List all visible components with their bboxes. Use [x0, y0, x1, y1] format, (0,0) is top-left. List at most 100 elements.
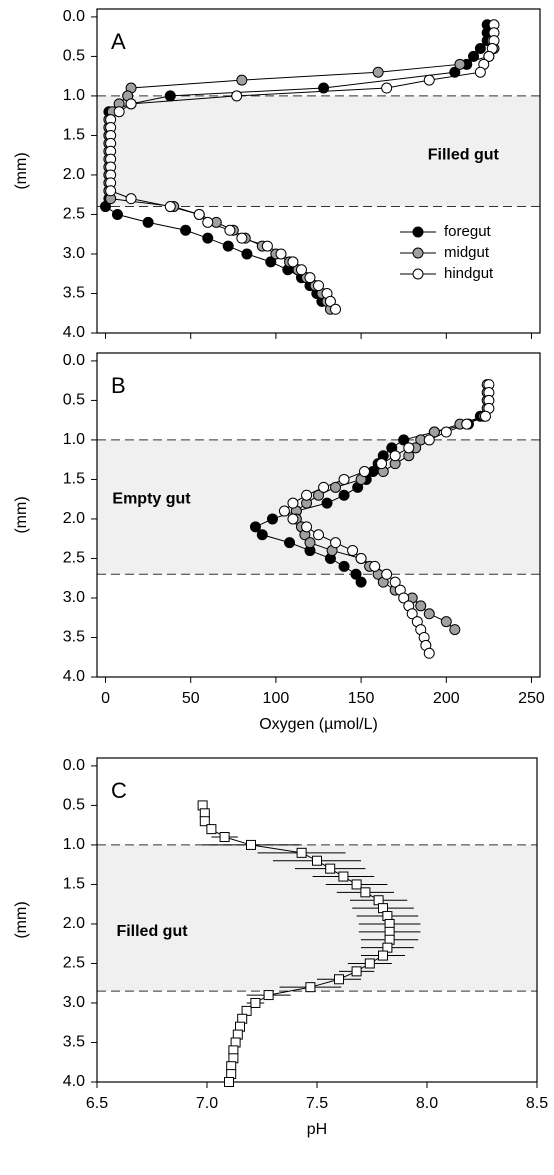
plot-frame	[96, 352, 541, 678]
data-point	[338, 489, 350, 501]
data-point	[113, 106, 125, 118]
y-axis-label: (mm)	[13, 152, 30, 189]
data-point	[219, 832, 230, 843]
data-point	[423, 608, 435, 620]
x-tick-label: 200	[433, 690, 460, 707]
y-tick-label: 1.0	[63, 836, 85, 853]
x-tick-label: 250	[518, 690, 545, 707]
data-point	[256, 529, 268, 541]
legend-marker	[412, 226, 424, 238]
data-point	[381, 82, 393, 94]
data-point	[355, 552, 367, 564]
data-point	[360, 887, 371, 898]
legend-label: foregut	[444, 223, 492, 240]
y-tick-label: 1.0	[63, 87, 85, 104]
data-point	[468, 50, 480, 62]
series-line	[254, 415, 481, 583]
y-tick-label: 3.5	[63, 629, 85, 646]
data-point	[265, 256, 277, 268]
data-point	[249, 521, 261, 533]
data-point	[100, 201, 112, 213]
data-point	[202, 232, 214, 244]
data-point	[125, 98, 137, 110]
y-tick-label: 1.0	[63, 431, 85, 448]
x-tick-label: 50	[182, 690, 200, 707]
data-point	[440, 426, 452, 438]
y-tick-label: 1.5	[63, 471, 85, 488]
y-tick-label: 2.5	[63, 550, 85, 567]
data-point	[330, 481, 342, 493]
data-point	[224, 1077, 234, 1087]
x-axis-label: Oxygen (µmol/L)	[259, 716, 378, 733]
data-point	[301, 489, 313, 501]
y-tick-label: 0.5	[63, 48, 85, 65]
data-point	[423, 434, 435, 446]
data-point	[305, 982, 316, 993]
y-tick-label: 0.0	[63, 8, 85, 25]
data-point	[193, 208, 205, 220]
data-point	[474, 43, 486, 55]
data-point	[325, 863, 336, 874]
y-tick-label: 4.0	[63, 324, 85, 341]
data-point	[142, 216, 154, 228]
data-point	[406, 608, 418, 620]
data-point	[206, 824, 217, 835]
data-point	[449, 66, 461, 78]
data-point	[389, 450, 401, 462]
legend-marker	[412, 247, 424, 259]
data-point	[301, 521, 313, 533]
data-point	[304, 272, 316, 284]
y-tick-label: 4.0	[63, 668, 85, 685]
y-tick-label: 2.0	[63, 510, 85, 527]
y-tick-label: 2.0	[63, 166, 85, 183]
data-point	[351, 966, 362, 977]
data-point	[334, 974, 344, 985]
data-point	[324, 295, 336, 307]
shaded-region	[97, 439, 540, 575]
data-point	[287, 256, 299, 268]
data-point	[222, 240, 234, 252]
data-point	[415, 600, 427, 612]
data-point	[241, 248, 253, 260]
y-axis-label: (mm)	[13, 901, 30, 938]
data-point	[376, 458, 388, 470]
data-point	[180, 224, 192, 236]
data-point	[369, 560, 381, 572]
data-point	[398, 592, 410, 604]
panel-label: C	[111, 778, 127, 803]
data-point	[236, 74, 248, 86]
data-point	[378, 950, 388, 961]
data-point	[359, 466, 371, 478]
x-tick-label: 150	[348, 690, 375, 707]
data-point	[474, 66, 486, 78]
data-point	[479, 410, 491, 422]
data-point	[313, 489, 324, 501]
shaded-region	[97, 844, 537, 992]
y-tick-label: 4.0	[63, 1073, 85, 1090]
data-point	[461, 418, 473, 430]
data-point	[278, 505, 290, 517]
data-point	[389, 576, 401, 588]
data-point	[312, 855, 322, 866]
data-point	[330, 537, 342, 549]
data-point	[295, 264, 307, 276]
data-point	[164, 90, 176, 102]
shaded-region	[97, 95, 540, 207]
y-tick-label: 3.0	[63, 994, 85, 1011]
data-point	[287, 497, 299, 509]
data-point	[364, 958, 375, 969]
data-point	[338, 871, 349, 882]
data-point	[428, 426, 440, 438]
x-tick-label: 8.0	[416, 1095, 438, 1112]
annotation: Filled gut	[116, 923, 188, 940]
x-tick-label: 7.5	[306, 1095, 328, 1112]
y-tick-label: 0.5	[63, 797, 85, 814]
data-point	[351, 879, 362, 890]
data-point	[398, 434, 410, 446]
data-point	[231, 90, 243, 102]
data-point	[111, 208, 123, 220]
data-point	[338, 473, 350, 485]
data-point	[313, 280, 324, 292]
y-tick-label: 2.0	[63, 915, 85, 932]
